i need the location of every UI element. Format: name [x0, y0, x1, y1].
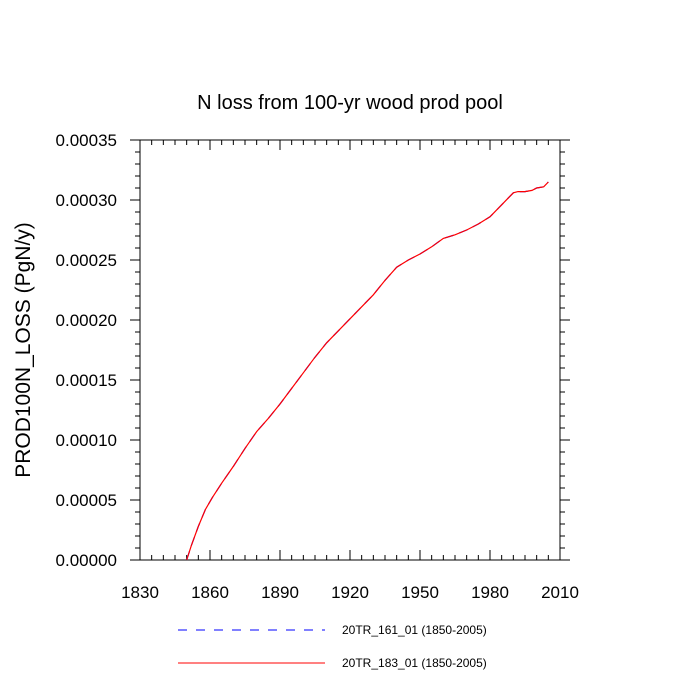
y-tick-label: 0.00035	[56, 131, 117, 150]
x-tick-label: 1890	[261, 583, 299, 602]
y-tick-label: 0.00000	[56, 551, 117, 570]
y-tick-label: 0.00010	[56, 431, 117, 450]
y-tick-label: 0.00005	[56, 491, 117, 510]
x-tick-label: 2010	[541, 583, 579, 602]
y-tick-label: 0.00020	[56, 311, 117, 330]
y-axis-label: PROD100N_LOSS (PgN/y)	[12, 222, 35, 478]
x-tick-label: 1830	[121, 583, 159, 602]
plot-frame	[139, 139, 561, 561]
y-tick-label: 0.00015	[56, 371, 117, 390]
series-line-1	[186, 181, 549, 561]
legend: 20TR_161_01 (1850-2005) 20TR_183_01 (1850…	[178, 623, 487, 670]
x-tick-label: 1920	[331, 583, 369, 602]
y-tick-label: 0.00030	[56, 191, 117, 210]
x-tick-label: 1950	[401, 583, 439, 602]
series-line-2	[186, 181, 549, 561]
legend-label-2: 20TR_183_01 (1850-2005)	[342, 656, 487, 670]
x-tick-label: 1980	[471, 583, 509, 602]
y-tick-label: 0.00025	[56, 251, 117, 270]
chart-title: N loss from 100-yr wood prod pool	[197, 92, 503, 114]
legend-label-1: 20TR_161_01 (1850-2005)	[342, 623, 487, 637]
x-tick-label: 1860	[191, 583, 229, 602]
plot-area: 1830 1860 1890 1920 1950 1980 2010 0.00000 0.000…	[56, 131, 579, 602]
